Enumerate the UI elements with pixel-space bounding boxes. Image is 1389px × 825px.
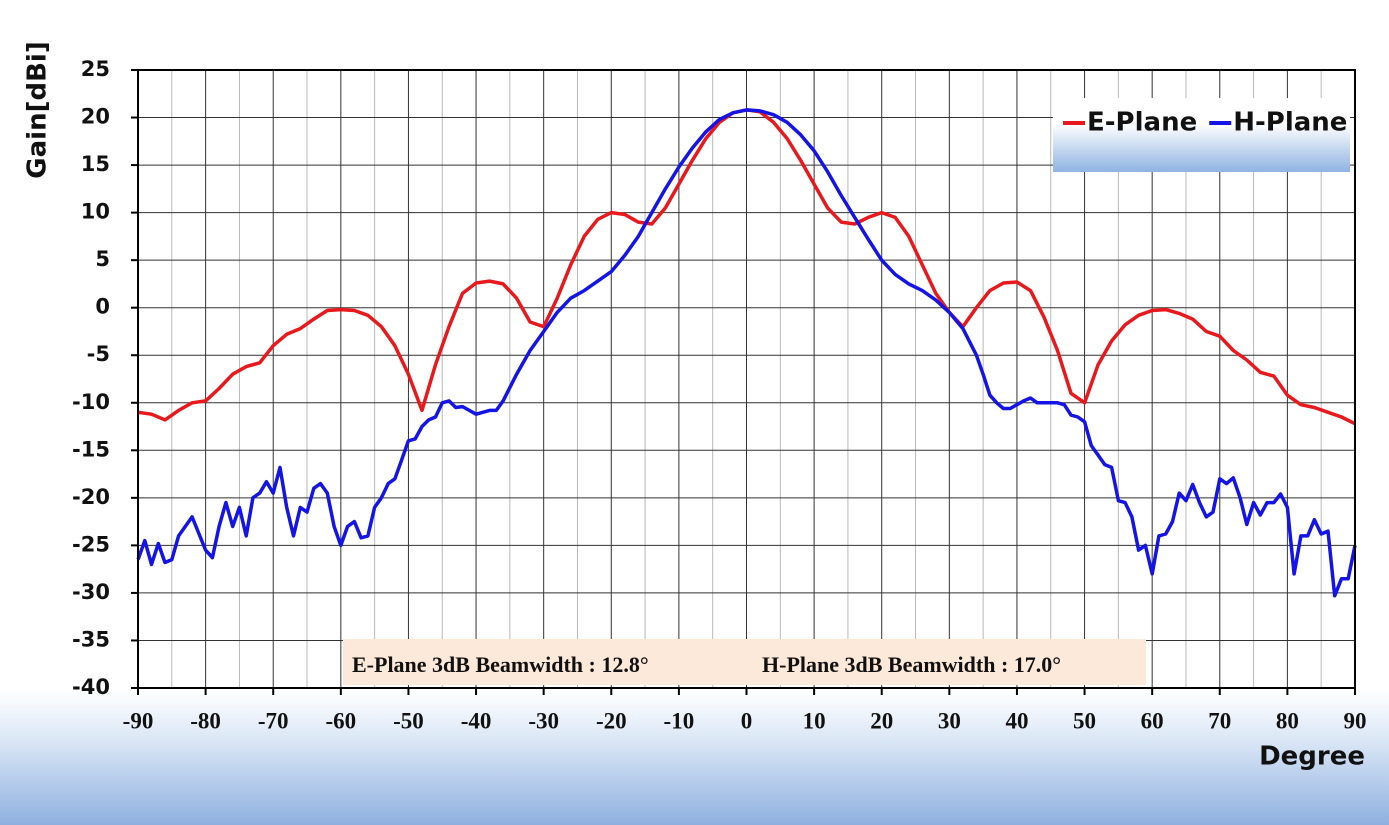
y-tick-label: 20 [81,105,110,129]
x-tick-label: 30 [938,708,961,733]
annotation-box [343,639,1146,685]
x-tick-label: 0 [741,708,753,733]
y-tick-label: -30 [72,580,110,604]
x-tick-label: -60 [325,708,356,733]
y-tick-label: -20 [72,485,110,509]
y-tick-label: -15 [72,437,110,461]
y-tick-label: -25 [72,532,110,556]
x-tick-label: -70 [258,708,289,733]
annotation: H-Plane 3dB Beamwidth : 17.0° [762,652,1061,677]
legend-label: H-Plane [1233,108,1347,138]
x-tick-label: 40 [1005,708,1028,733]
x-tick-label: -80 [190,708,221,733]
y-tick-label: -35 [72,627,110,651]
x-tick-label: 70 [1208,708,1231,733]
x-tick-label: 50 [1073,708,1096,733]
y-axis-label: Gain[dBi] [23,41,53,178]
y-tick-label: 15 [81,152,110,176]
x-tick-label: -50 [393,708,424,733]
annotation: E-Plane 3dB Beamwidth : 12.8° [352,652,649,677]
x-tick-label: -40 [461,708,492,733]
x-tick-label: 20 [870,708,893,733]
line-series [136,108,1357,598]
x-tick-label: 10 [803,708,826,733]
legend-label: E-Plane [1087,108,1197,138]
x-tick-label: -10 [664,708,695,733]
x-tick-label: 80 [1276,708,1299,733]
y-tick-label: -10 [72,390,110,414]
y-tick-label: 10 [81,200,110,224]
y-tick-label: 0 [95,295,110,319]
y-tick-label: 5 [95,247,110,271]
x-tick-label: 60 [1141,708,1164,733]
y-tick-label: -40 [72,675,110,699]
x-tick-label: -30 [528,708,559,733]
x-tick-label: -90 [123,708,154,733]
y-tick-label: -5 [87,342,110,366]
x-tick-label: -20 [596,708,627,733]
legend-box [1053,98,1350,172]
x-axis-label: Degree [1259,742,1365,772]
y-tick-label: 25 [81,57,110,81]
x-tick-label: 90 [1344,708,1367,733]
